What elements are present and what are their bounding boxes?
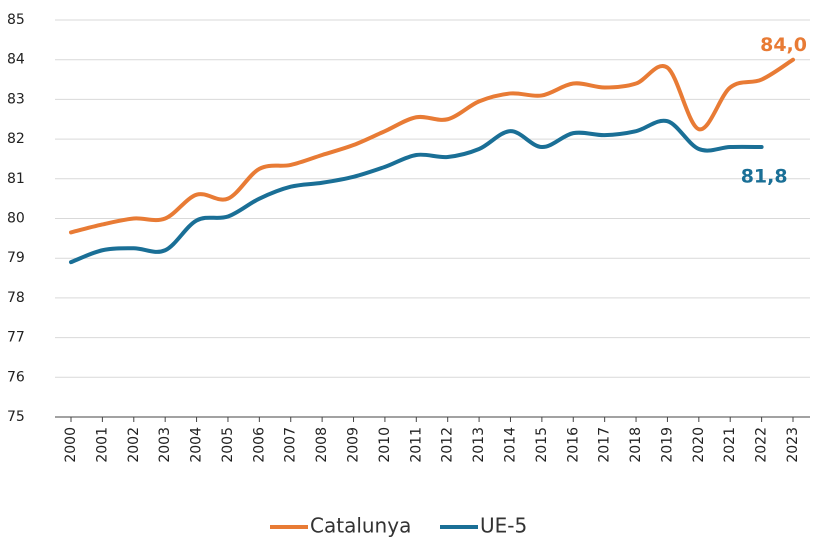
x-tick-label: 2009: [346, 427, 362, 463]
x-tick-label: 2000: [63, 427, 79, 463]
x-tick-label: 2001: [94, 427, 110, 463]
x-tick-label: 2021: [722, 427, 738, 463]
x-tick-label: 2018: [628, 427, 644, 463]
y-tick-label: 79: [7, 250, 25, 266]
legend-label: UE-5: [480, 514, 527, 538]
y-tick-label: 77: [7, 330, 25, 346]
end-label: 81,8: [741, 166, 788, 188]
x-tick-label: 2004: [189, 427, 205, 463]
series-line: [69, 118, 764, 265]
legend: Catalunya UE-5: [270, 514, 527, 538]
x-tick-label: 2015: [534, 427, 550, 463]
x-tick-label: 2017: [597, 427, 613, 463]
x-tick-label: 2008: [314, 427, 330, 463]
x-tick-label: 2003: [157, 427, 173, 463]
x-tick-label: 2005: [220, 427, 236, 463]
x-tick-label: 2016: [565, 427, 581, 463]
y-tick-label: 85: [7, 12, 25, 28]
x-tick-label: 2012: [440, 427, 456, 463]
x-tick-label: 2022: [754, 427, 770, 463]
x-tick-label: 2002: [126, 427, 142, 463]
legend-label: Catalunya: [310, 514, 411, 538]
y-tick-label: 78: [7, 290, 25, 306]
y-tick-label: 80: [7, 211, 25, 227]
x-tick-label: 2010: [377, 427, 393, 463]
x-tick-label: 2019: [659, 427, 675, 463]
x-tick-label: 2023: [785, 427, 801, 463]
series-line: [69, 57, 795, 235]
x-tick-label: 2011: [408, 427, 424, 463]
x-tick-label: 2006: [251, 427, 267, 463]
y-tick-label: 76: [7, 369, 25, 385]
x-tick-label: 2014: [502, 427, 518, 463]
y-tick-label: 84: [7, 52, 25, 68]
y-tick-label: 82: [7, 131, 25, 147]
x-tick-label: 2013: [471, 427, 487, 463]
x-tick-label: 2020: [691, 427, 707, 463]
y-tick-label: 83: [7, 91, 25, 107]
y-tick-label: 81: [7, 171, 25, 187]
x-tick-label: 2007: [283, 427, 299, 463]
y-tick-label: 75: [7, 409, 25, 425]
end-label: 84,0: [760, 34, 807, 56]
